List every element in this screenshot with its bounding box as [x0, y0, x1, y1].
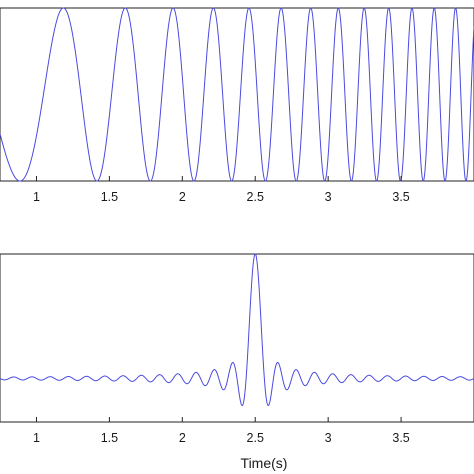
chirp-x-tick-label: 1: [33, 190, 40, 204]
pulse-x-tick-label: 3.5: [392, 431, 409, 445]
chirp-plot: 1 1.5 2 2.5 3 3.5: [0, 7, 474, 204]
chirp-x-tick-label: 2.5: [247, 190, 264, 204]
chirp-x-tick-label: 3: [325, 190, 332, 204]
pulse-x-axis: 1 1.5 2 2.5 3 3.5: [33, 417, 410, 445]
x-axis-title: Time(s): [241, 455, 288, 471]
chirp-x-tick-label: 2: [179, 190, 186, 204]
pulse-x-tick-label: 2.5: [247, 431, 264, 445]
pulse-plot-frame: [0, 253, 474, 423]
chirp-x-tick-label: 1.5: [101, 190, 118, 204]
pulse-x-tick-label: 1.5: [101, 431, 118, 445]
chirp-x-axis: 1 1.5 2 2.5 3 3.5: [33, 176, 410, 204]
pulse-x-tick-label: 3: [325, 431, 332, 445]
pulse-x-tick-label: 1: [33, 431, 40, 445]
chirp-series-line: [0, 7, 474, 182]
pulse-series-line: [0, 253, 474, 406]
pulse-plot: 1 1.5 2 2.5 3 3.5 Time(s): [0, 253, 474, 471]
chirp-x-tick-label: 3.5: [392, 190, 409, 204]
pulse-x-tick-label: 2: [179, 431, 186, 445]
